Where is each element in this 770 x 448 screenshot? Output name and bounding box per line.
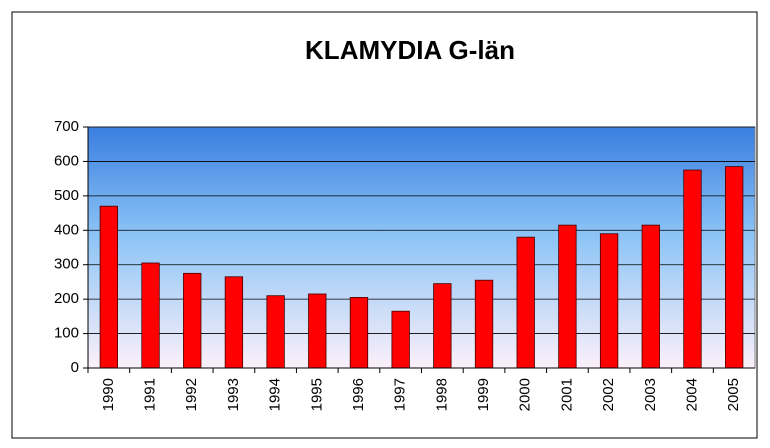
- bar: [725, 166, 744, 369]
- bar: [641, 224, 660, 369]
- x-tick-label: 1993: [225, 378, 242, 411]
- bar: [349, 297, 369, 369]
- y-tick-label: 400: [54, 221, 79, 238]
- bar: [474, 279, 494, 369]
- y-tick-label: 200: [54, 290, 79, 307]
- bar: [266, 295, 285, 369]
- bar: [224, 276, 244, 369]
- x-tick-label: 1996: [350, 378, 367, 411]
- x-tick-label: 2003: [642, 378, 659, 411]
- x-tick-label: 1999: [475, 378, 492, 411]
- x-tick-label: 2002: [600, 378, 617, 411]
- x-tick-label: 1997: [392, 378, 409, 411]
- chart-title: KLAMYDIA G-län: [305, 35, 515, 65]
- y-tick-label: 500: [54, 187, 79, 204]
- y-tick-label: 0: [71, 359, 79, 376]
- x-tick-label: 1990: [100, 378, 117, 411]
- bar: [599, 233, 619, 369]
- x-tick-label: 1994: [267, 378, 284, 411]
- bar: [391, 310, 410, 369]
- x-tick-label: 2004: [683, 378, 700, 411]
- bar: [683, 169, 702, 369]
- bar: [308, 293, 327, 369]
- y-tick-label: 700: [54, 118, 79, 135]
- x-tick-label: 1991: [142, 378, 159, 411]
- x-tick-label: 1992: [183, 378, 200, 411]
- x-tick-label: 1998: [433, 378, 450, 411]
- bar: [141, 262, 160, 369]
- x-tick-label: 2005: [725, 378, 742, 411]
- x-tick-label: 2001: [558, 378, 575, 411]
- bar: [433, 283, 452, 369]
- x-tick-label: 1995: [308, 378, 325, 411]
- y-tick-label: 600: [54, 152, 79, 169]
- bar: [558, 224, 577, 369]
- bar: [183, 272, 202, 369]
- y-tick-label: 300: [54, 256, 79, 273]
- y-tick-label: 100: [54, 325, 79, 342]
- x-tick-label: 2000: [517, 378, 534, 411]
- bar: [99, 205, 118, 369]
- bar: [516, 236, 535, 369]
